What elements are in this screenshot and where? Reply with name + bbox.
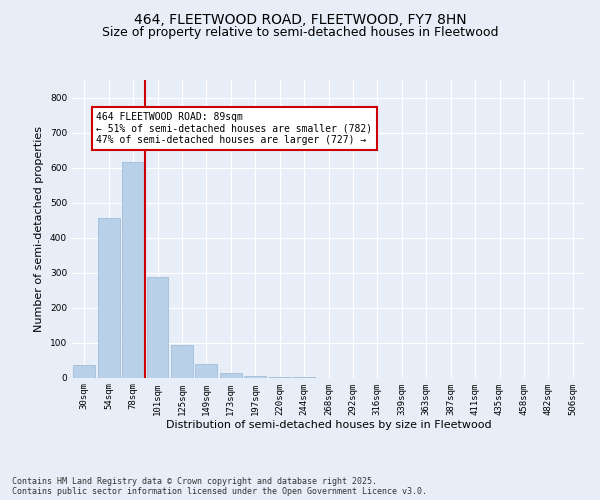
- Text: Size of property relative to semi-detached houses in Fleetwood: Size of property relative to semi-detach…: [102, 26, 498, 39]
- Text: 464, FLEETWOOD ROAD, FLEETWOOD, FY7 8HN: 464, FLEETWOOD ROAD, FLEETWOOD, FY7 8HN: [134, 13, 466, 27]
- Bar: [122, 162, 144, 378]
- Text: Contains public sector information licensed under the Open Government Licence v3: Contains public sector information licen…: [12, 486, 427, 496]
- Bar: [220, 374, 242, 378]
- Bar: [171, 346, 193, 378]
- Text: 464 FLEETWOOD ROAD: 89sqm
← 51% of semi-detached houses are smaller (782)
47% of: 464 FLEETWOOD ROAD: 89sqm ← 51% of semi-…: [97, 112, 373, 144]
- Y-axis label: Number of semi-detached properties: Number of semi-detached properties: [34, 126, 44, 332]
- Bar: [73, 365, 95, 378]
- Bar: [269, 377, 290, 378]
- Bar: [98, 218, 119, 378]
- Bar: [146, 276, 169, 378]
- X-axis label: Distribution of semi-detached houses by size in Fleetwood: Distribution of semi-detached houses by …: [166, 420, 491, 430]
- Bar: [244, 376, 266, 378]
- Text: Contains HM Land Registry data © Crown copyright and database right 2025.: Contains HM Land Registry data © Crown c…: [12, 476, 377, 486]
- Bar: [196, 364, 217, 378]
